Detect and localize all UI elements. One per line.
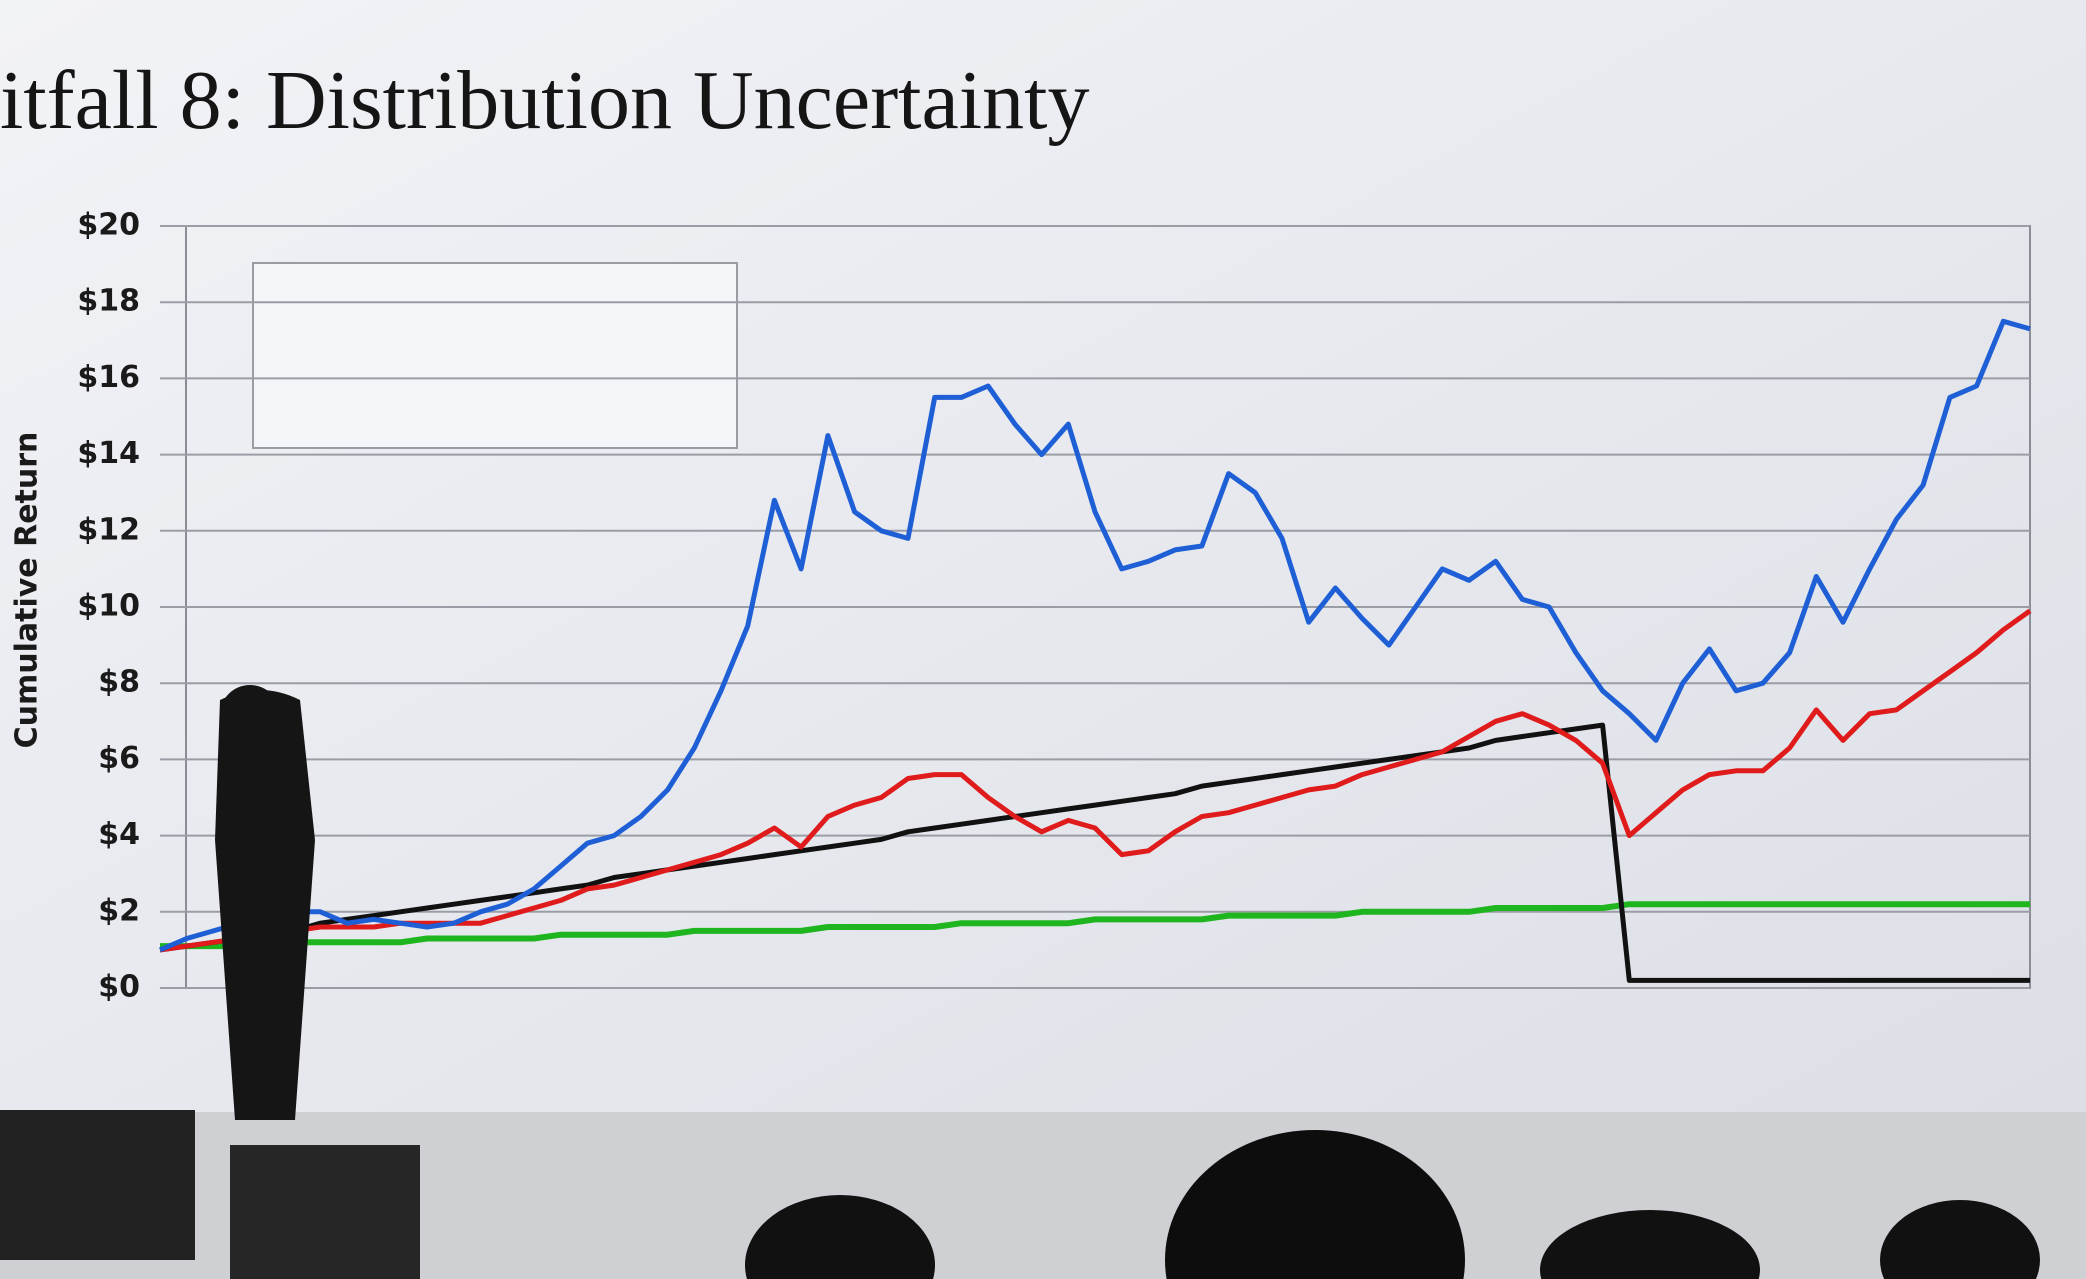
presenter — [215, 690, 315, 1120]
y-tick-label: $10 — [77, 589, 140, 624]
legend-box — [252, 262, 738, 449]
data-line — [160, 901, 2030, 950]
data-line — [159, 318, 2031, 953]
y-tick-label: $2 — [98, 893, 140, 928]
audience-head — [1880, 1200, 2040, 1279]
y-tick-label: $6 — [98, 741, 140, 776]
audience — [0, 685, 2040, 1279]
y-tick-label: $0 — [98, 970, 140, 1005]
y-tick-label: $4 — [98, 817, 140, 852]
data-line — [159, 608, 2032, 953]
data-line — [159, 722, 2030, 983]
y-tick-label: $18 — [77, 284, 140, 319]
y-tick-label: $12 — [77, 512, 140, 547]
speaker-box — [0, 1110, 195, 1260]
chart-title: itfall 8: Distribution Uncertainty — [0, 54, 1089, 147]
audience-head — [1165, 1130, 1465, 1279]
y-tick-label: $16 — [77, 360, 140, 395]
y-tick-label: $14 — [77, 436, 140, 471]
y-tick-label: $20 — [77, 208, 140, 243]
y-tick-label: $8 — [98, 665, 140, 700]
audience-head — [1540, 1210, 1760, 1279]
y-axis-label: Cumulative Return — [10, 432, 45, 749]
speaker-box — [230, 1145, 420, 1279]
audience-head — [745, 1195, 935, 1279]
plot-area: $0 $2 $4 $6 $8 $10 $12 $14 $16 $18 $20 — [77, 208, 2032, 1005]
presenter-head — [220, 685, 280, 745]
